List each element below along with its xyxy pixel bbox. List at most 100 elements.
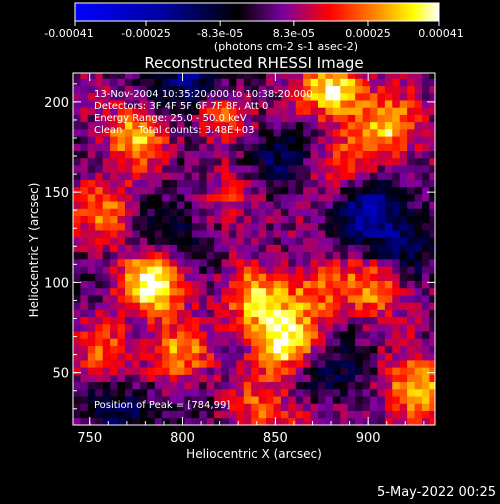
heatmap-cell [206, 352, 215, 361]
heatmap-cell [228, 172, 237, 180]
heatmap-cell [154, 73, 163, 79]
heatmap-cell [384, 179, 393, 188]
heatmap-cell [214, 215, 222, 224]
heatmap-cell [110, 215, 118, 224]
heatmap-cell [199, 78, 208, 87]
heatmap-cell [110, 338, 118, 346]
heatmap-cell [132, 92, 141, 101]
heatmap-cell [251, 172, 260, 180]
heatmap-cell [199, 287, 208, 296]
heatmap-cell [162, 201, 170, 209]
heatmap-cell [199, 244, 208, 253]
heatmap-cell [139, 302, 148, 310]
heatmap-cell [347, 208, 356, 216]
heatmap-cell [340, 258, 349, 267]
heatmap-cell [347, 85, 356, 94]
heatmap-cell [399, 128, 408, 137]
heatmap-cell [384, 193, 393, 202]
heatmap-cell [303, 280, 312, 289]
heatmap-cell [87, 143, 96, 152]
heatmap-cell [273, 309, 282, 318]
heatmap-cell [132, 128, 141, 137]
heatmap-cell [325, 309, 334, 318]
heatmap-cell [206, 410, 215, 419]
heatmap-cell [422, 230, 430, 238]
heatmap-cell [399, 85, 408, 94]
heatmap-cell [318, 107, 326, 115]
heatmap-cell [280, 266, 289, 274]
heatmap-cell [110, 302, 118, 310]
heatmap-cell [117, 352, 126, 361]
heatmap-cell [325, 157, 334, 166]
heatmap-cell [414, 215, 423, 224]
heatmap-cell [221, 381, 230, 390]
heatmap-cell [147, 309, 156, 318]
heatmap-cell [422, 85, 430, 94]
heatmap-cell [384, 215, 393, 224]
heatmap-cell [214, 121, 222, 130]
heatmap-cell [73, 266, 81, 274]
heatmap-cell [80, 360, 89, 368]
heatmap-cell [221, 309, 230, 318]
heatmap-cell [429, 85, 435, 94]
heatmap-cell [273, 323, 282, 332]
heatmap-cell [303, 100, 312, 108]
heatmap-cell [318, 193, 326, 202]
heatmap-cell [206, 128, 215, 137]
heatmap-cell [199, 403, 208, 411]
heatmap-cell [266, 302, 274, 310]
heatmap-cell [295, 107, 304, 115]
heatmap-cell [370, 302, 378, 310]
heatmap-cell [132, 215, 141, 224]
heatmap-cell [288, 121, 297, 130]
heatmap-cell [392, 403, 401, 411]
heatmap-cell [124, 302, 133, 310]
heatmap-cell [251, 316, 260, 325]
heatmap-cell [429, 100, 435, 108]
heatmap-cell [399, 266, 408, 274]
heatmap-cell [273, 345, 282, 354]
heatmap-cell [132, 403, 141, 411]
heatmap-cell [73, 157, 81, 166]
heatmap-cell [266, 417, 274, 425]
heatmap-cell [117, 295, 126, 303]
heatmap-cell [236, 273, 245, 281]
heatmap-cell [318, 374, 326, 383]
heatmap-cell [258, 388, 267, 397]
heatmap-cell [73, 302, 81, 310]
heatmap-cell [407, 302, 415, 310]
heatmap-cell [303, 179, 312, 188]
heatmap-cell [243, 367, 252, 375]
heatmap-cell [228, 410, 237, 419]
heatmap-cell [154, 121, 163, 130]
heatmap-cell [310, 251, 319, 260]
heatmap-cell [102, 165, 111, 173]
heatmap-cell [429, 186, 435, 195]
heatmap-cell [310, 215, 319, 224]
heatmap-cell [399, 258, 408, 267]
heatmap-cell [124, 215, 133, 224]
heatmap-cell [124, 186, 133, 195]
heatmap-cell [228, 150, 237, 159]
heatmap-cell [73, 258, 81, 267]
heatmap-cell [429, 128, 435, 137]
heatmap-cell [206, 73, 215, 79]
heatmap-cell [429, 150, 435, 159]
heatmap-cell [147, 193, 156, 202]
heatmap-cell [392, 100, 401, 108]
heatmap-cell [132, 302, 141, 310]
heatmap-cell [243, 251, 252, 260]
heatmap-cell [288, 179, 297, 188]
heatmap-cell [117, 157, 126, 166]
heatmap-cell [132, 410, 141, 419]
heatmap-cell [243, 73, 252, 79]
heatmap-cell [266, 222, 274, 231]
heatmap-cell [325, 295, 334, 303]
heatmap-cell [117, 258, 126, 267]
heatmap-cell [236, 150, 245, 159]
heatmap-cell [243, 295, 252, 303]
heatmap-cell [414, 410, 423, 419]
heatmap-cell [399, 193, 408, 202]
heatmap-cell [154, 403, 163, 411]
heatmap-cell [191, 374, 200, 383]
